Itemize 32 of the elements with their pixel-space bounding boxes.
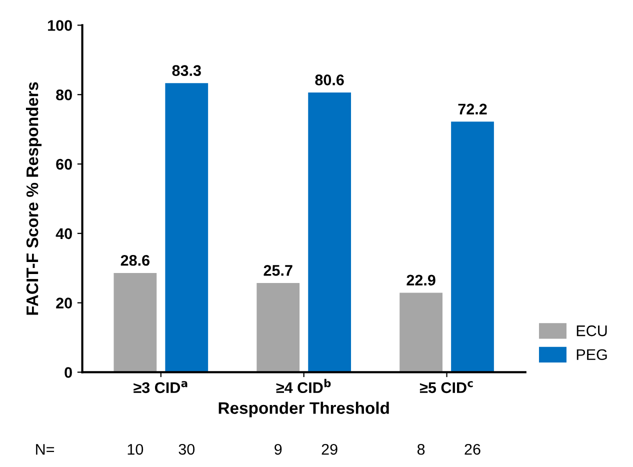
text: 9 [274,444,282,455]
bar [451,122,494,372]
data-label: 80.6 [315,74,344,86]
x-tick-label: ≥5 CID$^{c}$ [420,381,473,394]
y-tick-label: 80 [56,89,72,100]
data-label: 72.2 [458,104,487,114]
bar [308,92,352,372]
y-tick-label: 20 [56,298,72,308]
bar [400,292,442,372]
y-tick-label: 100 [48,20,72,31]
text: 26 [464,444,480,455]
text: 10 [128,444,144,455]
bar [256,283,300,372]
x-axis-title: Responder Threshold [218,402,389,418]
y-axis-title: FACIT-F Score % Responders [26,82,42,315]
text: 29 [322,444,338,455]
x-tick-label: ≥4 CID$^{b}$ [276,378,331,394]
legend-label: ECU [576,325,607,336]
text: 8 [417,444,425,455]
text: N= [36,444,54,455]
data-label: 83.3 [172,65,201,76]
bar [114,272,157,372]
data-label: 28.6 [120,254,150,266]
y-tick-label: 60 [56,158,72,170]
y-tick-label: 40 [56,228,72,240]
data-label: 22.9 [406,274,436,286]
y-tick-label: 0 [64,367,72,378]
legend-label: PEG [576,349,607,360]
bar [165,83,208,372]
data-label: 25.7 [264,265,292,276]
x-tick-label: ≥3 CID$^{a}$ [134,381,188,394]
text: 30 [178,444,195,455]
